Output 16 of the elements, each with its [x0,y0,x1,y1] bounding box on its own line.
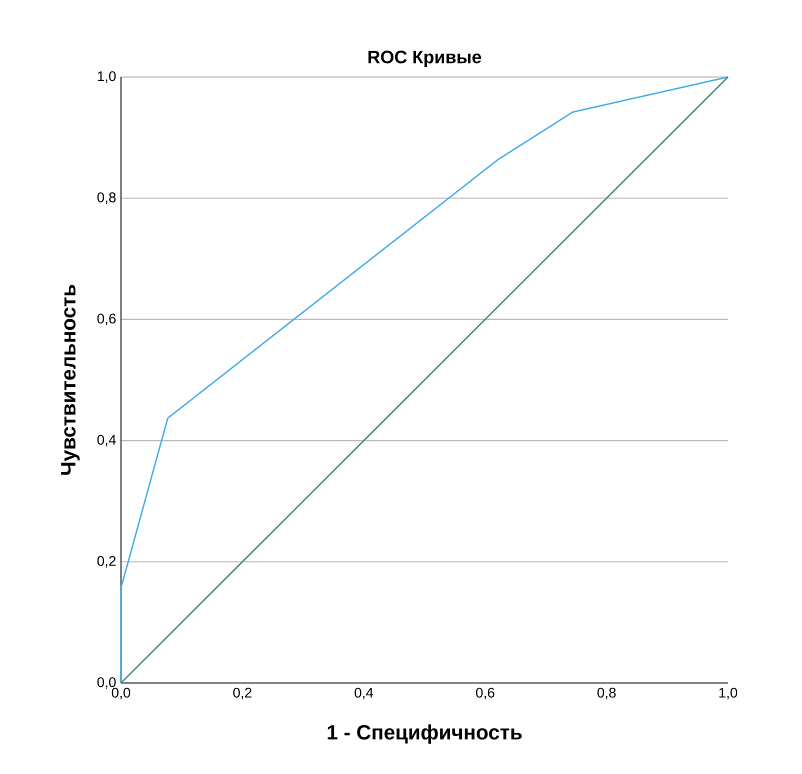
y-tick-label: 0,0 [97,677,116,689]
x-tick-label: 0,4 [354,688,374,700]
x-tick-label: 0,6 [476,688,494,700]
y-tick-label: 0,2 [97,556,116,568]
y-axis-title: Чувствительность [61,284,80,475]
x-tick-label: 0,8 [597,688,616,700]
y-tick-label: 0,4 [97,434,116,446]
y-tick-label: 0,6 [97,314,116,326]
x-tick-label: 0,0 [112,688,130,700]
y-tick-label: 1,0 [98,71,116,83]
line-series [120,76,729,684]
chart-title: ROC Кривые [368,50,482,67]
x-tick-label: 1,0 [719,688,738,700]
x-axis-title: 1 - Специфичность [328,724,522,744]
y-tick-label: 0,8 [97,192,116,204]
x-tick-label: 0,2 [233,688,252,700]
